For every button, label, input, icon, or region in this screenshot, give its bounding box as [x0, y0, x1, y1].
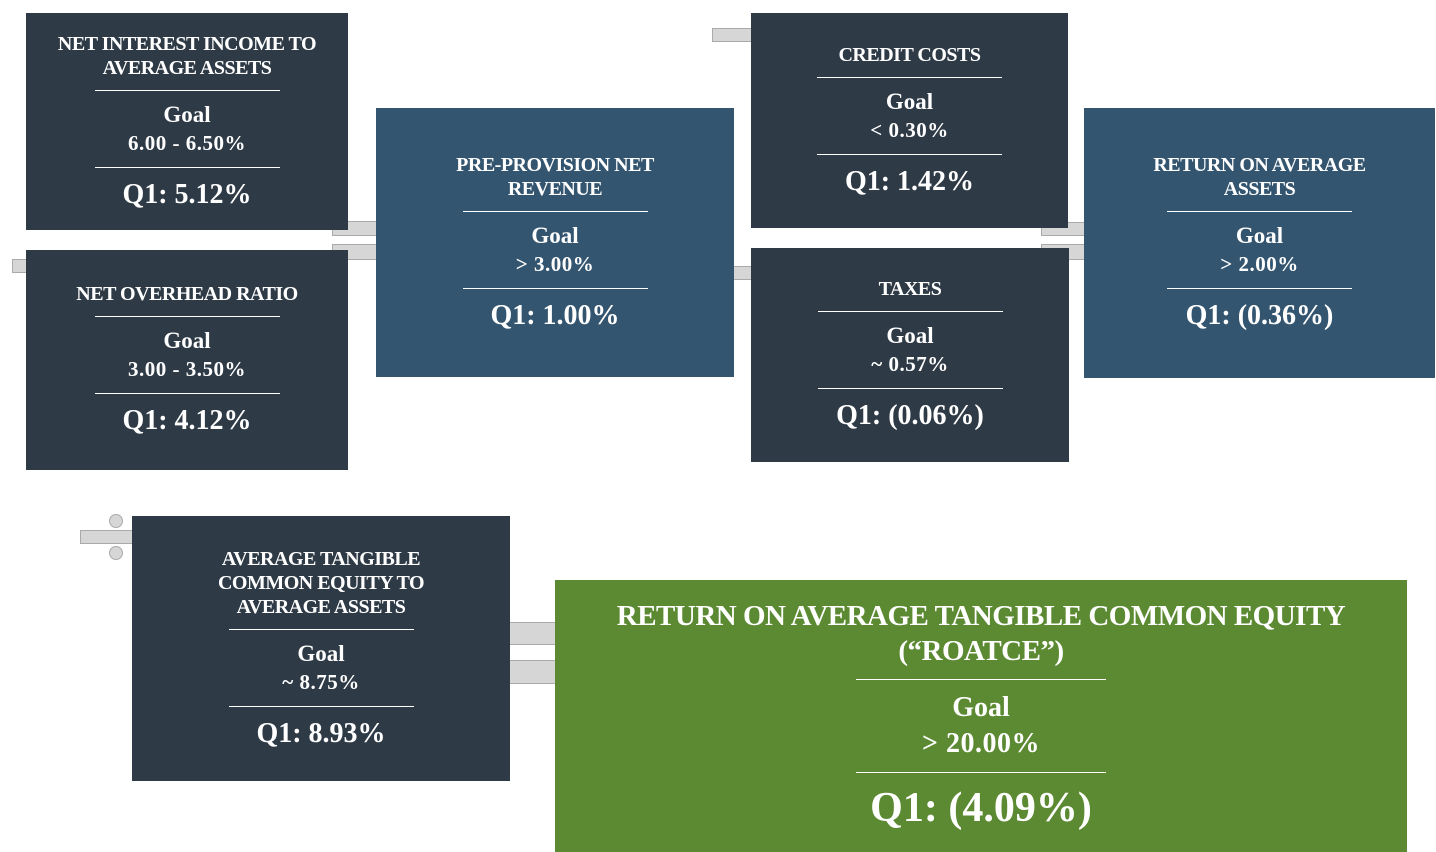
metric-box: TAXES Goal ~ 0.57% Q1: (0.06%): [751, 248, 1069, 462]
divider: [94, 316, 280, 317]
metric-title: PRE-PROVISION NET REVENUE: [456, 153, 654, 200]
metric-box: CREDIT COSTS Goal < 0.30% Q1: 1.42%: [751, 13, 1068, 228]
metric-title: CREDIT COSTS: [838, 43, 981, 66]
divider: [462, 210, 648, 212]
divide-dot: [109, 514, 123, 528]
divider: [1167, 211, 1352, 212]
metric-title: RETURN ON AVERAGE ASSETS: [1153, 154, 1366, 200]
divider: [462, 287, 648, 289]
metric-title: TAXES: [878, 278, 942, 300]
goal-value: < 0.30%: [870, 117, 949, 142]
divider: [1167, 288, 1352, 289]
goal-value: ~ 8.75%: [282, 669, 360, 694]
divider: [817, 311, 1003, 312]
divider: [228, 705, 414, 707]
divider: [817, 76, 1002, 78]
goal-label: Goal: [297, 640, 345, 666]
goal-value: > 20.00%: [922, 728, 1040, 759]
metric-box: AVERAGE TANGIBLE COMMON EQUITY TO AVERAG…: [132, 516, 510, 781]
result-value: Q1: 1.42%: [844, 165, 975, 197]
goal-value: ~ 0.57%: [871, 352, 949, 376]
divide-dot: [109, 546, 123, 560]
divider: [228, 628, 414, 630]
result-value: Q1: (0.06%): [836, 400, 984, 431]
metric-box: NET INTEREST INCOME TO AVERAGE ASSETS Goa…: [26, 13, 348, 230]
goal-label: Goal: [885, 88, 934, 114]
metric-box: NET OVERHEAD RATIO Goal 3.00 - 3.50% Q1: 4.…: [26, 250, 348, 470]
divider: [817, 153, 1002, 155]
result-value: Q1: 4.12%: [122, 405, 252, 436]
divider: [817, 388, 1003, 389]
metric-title: NET INTEREST INCOME TO AVERAGE ASSETS: [57, 32, 317, 79]
result-value: Q1: 8.93%: [256, 717, 386, 749]
goal-label: Goal: [531, 222, 579, 248]
divider: [856, 679, 1106, 680]
goal-label: Goal: [1235, 223, 1284, 248]
goal-label: Goal: [886, 323, 934, 348]
result-value: Q1: (4.09%): [870, 785, 1092, 831]
goal-value: 3.00 - 3.50%: [128, 357, 246, 381]
metric-title: NET OVERHEAD RATIO: [76, 283, 298, 305]
result-value: Q1: (0.36%): [1185, 300, 1334, 331]
divider: [94, 89, 280, 91]
result-value: Q1: 1.00%: [490, 299, 620, 331]
goal-value: 6.00 - 6.50%: [128, 130, 246, 155]
result-value: Q1: 5.12%: [122, 178, 252, 210]
goal-value: > 3.00%: [515, 251, 595, 276]
goal-label: Goal: [952, 692, 1010, 723]
goal-label: Goal: [163, 328, 211, 353]
metric-title: RETURN ON AVERAGE TANGIBLE COMMON EQUITY…: [616, 600, 1346, 667]
divider: [856, 772, 1106, 773]
metric-box: RETURN ON AVERAGE TANGIBLE COMMON EQUITY…: [555, 580, 1407, 852]
metric-title: AVERAGE TANGIBLE COMMON EQUITY TO AVERAG…: [217, 547, 425, 618]
goal-label: Goal: [163, 101, 211, 127]
divider: [94, 393, 280, 394]
divider: [94, 166, 280, 168]
goal-value: > 2.00%: [1220, 252, 1299, 276]
metric-box: PRE-PROVISION NET REVENUE Goal > 3.00% Q1: …: [376, 108, 734, 377]
metric-box: RETURN ON AVERAGE ASSETS Goal > 2.00% Q1: (…: [1084, 108, 1435, 378]
